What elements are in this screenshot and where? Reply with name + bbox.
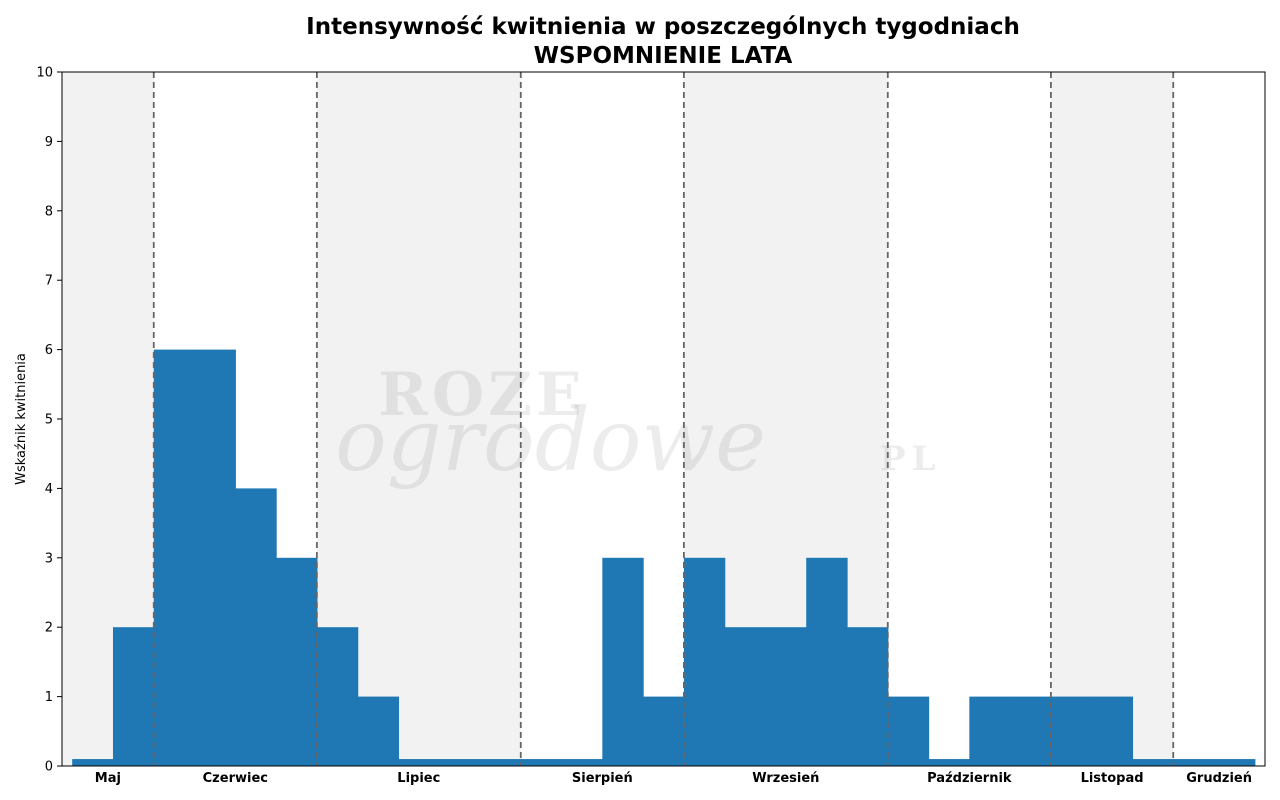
chart-subtitle: WSPOMNIENIE LATA: [534, 43, 793, 69]
bar-week-3: [153, 349, 196, 766]
bars: [72, 349, 1256, 766]
bar-week-12: [520, 759, 563, 766]
y-tick-label-6: 6: [45, 343, 53, 358]
bar-week-9: [398, 759, 440, 766]
bar-week-29: [1214, 759, 1256, 766]
y-axis-label: Wskaźnik kwitnienia: [14, 353, 29, 485]
bar-week-19: [806, 557, 848, 766]
x-month-label-3: Sierpień: [572, 771, 633, 786]
bar-week-11: [479, 759, 522, 766]
y-tick-label-4: 4: [45, 482, 53, 497]
x-axis: Maj Czerwiec Lipiec Sierpień Wrzesień Paździe…: [95, 771, 1252, 786]
y-tick-label-5: 5: [45, 413, 53, 428]
x-month-label-4: Wrzesień: [752, 771, 819, 786]
bar-week-10: [439, 759, 481, 766]
bar-week-18: [765, 627, 807, 766]
bar-week-13: [561, 759, 603, 766]
watermark-text-3: PL: [880, 439, 941, 479]
bar-week-5: [235, 488, 277, 766]
bar-week-7: [316, 627, 359, 766]
bar-week-21: [887, 696, 930, 766]
bar-week-8: [357, 696, 400, 766]
x-month-label-2: Lipiec: [397, 771, 440, 786]
y-tick-label-10: 10: [36, 66, 53, 81]
x-month-label-7: Grudzień: [1186, 771, 1252, 786]
bar-week-15: [643, 696, 685, 766]
x-month-label-5: Październik: [927, 771, 1012, 786]
x-month-label-6: Listopad: [1081, 771, 1144, 786]
y-tick-label-2: 2: [45, 621, 53, 636]
bar-week-25: [1050, 696, 1093, 766]
bar-week-23: [969, 696, 1011, 766]
bar-week-17: [724, 627, 767, 766]
watermark-logo: ROZE ogrodowe PL: [335, 360, 941, 491]
month-shade-6: [1050, 72, 1174, 766]
y-tick-label-8: 8: [45, 204, 53, 219]
y-tick-label-0: 0: [45, 760, 53, 775]
y-tick-label-3: 3: [45, 551, 53, 566]
bar-week-2: [112, 627, 155, 766]
bar-week-22: [928, 759, 970, 766]
bar-week-14: [602, 557, 644, 766]
y-tick-label-1: 1: [45, 690, 53, 705]
bar-week-16: [683, 557, 726, 766]
bar-week-4: [194, 349, 236, 766]
bar-week-26: [1091, 696, 1134, 766]
bar-week-6: [276, 557, 318, 766]
bar-week-24: [1010, 696, 1052, 766]
month-boundaries: [152, 72, 1175, 766]
chart-title: Intensywność kwitnienia w poszczególnych…: [306, 14, 1020, 40]
watermark-text-1: ROZE: [378, 360, 586, 430]
bar-week-27: [1132, 759, 1174, 766]
bar-week-28: [1173, 759, 1215, 766]
y-tick-label-7: 7: [45, 274, 53, 289]
x-month-label-1: Czerwiec: [203, 771, 268, 786]
bar-week-20: [847, 627, 889, 766]
y-axis: 0 1 2 3 4 5 6 7 8 9 10: [36, 66, 62, 775]
watermark-text-2: ogrodowe: [335, 391, 766, 491]
bar-week-1: [72, 759, 114, 766]
month-shading: [62, 72, 1174, 766]
x-month-label-0: Maj: [95, 771, 121, 786]
y-tick-label-9: 9: [45, 135, 53, 150]
